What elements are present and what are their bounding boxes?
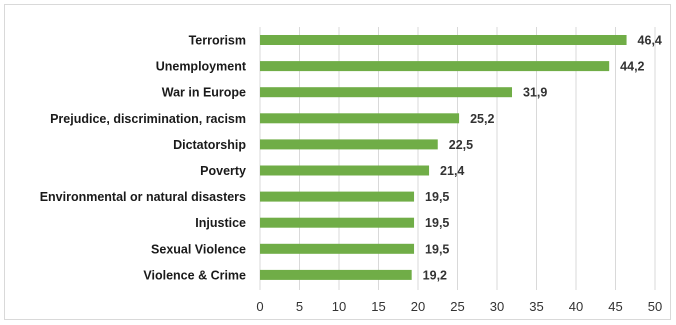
category-label: Dictatorship bbox=[173, 138, 246, 152]
data-label: 21,4 bbox=[440, 164, 464, 178]
x-tick-label: 40 bbox=[569, 299, 583, 314]
data-label: 44,2 bbox=[620, 60, 644, 74]
data-label: 22,5 bbox=[449, 138, 473, 152]
data-label: 19,2 bbox=[423, 268, 447, 282]
category-label: Unemployment bbox=[156, 60, 247, 74]
data-label: 25,2 bbox=[470, 112, 494, 126]
x-tick-label: 45 bbox=[608, 299, 622, 314]
x-tick-label: 25 bbox=[450, 299, 464, 314]
category-label: Violence & Crime bbox=[143, 268, 246, 282]
bar bbox=[260, 217, 415, 228]
bar bbox=[260, 165, 430, 176]
category-label: Prejudice, discrimination, racism bbox=[50, 112, 246, 126]
x-tick-label: 35 bbox=[529, 299, 543, 314]
bar bbox=[260, 191, 415, 202]
x-tick-label: 0 bbox=[256, 299, 263, 314]
bar bbox=[260, 113, 460, 124]
bar bbox=[260, 35, 627, 45]
x-tick-label: 50 bbox=[648, 299, 662, 314]
x-tick-label: 10 bbox=[332, 299, 346, 314]
chart-frame bbox=[4, 4, 671, 320]
category-label: War in Europe bbox=[162, 86, 246, 100]
x-tick-label: 20 bbox=[411, 299, 425, 314]
category-label: Poverty bbox=[200, 164, 246, 178]
category-label: Sexual Violence bbox=[151, 242, 246, 256]
category-label: Terrorism bbox=[189, 34, 246, 48]
bar bbox=[260, 61, 610, 72]
x-tick-label: 30 bbox=[490, 299, 504, 314]
x-tick-label: 15 bbox=[371, 299, 385, 314]
data-label: 19,5 bbox=[425, 216, 449, 230]
data-label: 46,4 bbox=[638, 34, 662, 48]
data-label: 31,9 bbox=[523, 86, 547, 100]
bar bbox=[260, 269, 412, 280]
data-label: 19,5 bbox=[425, 190, 449, 204]
x-tick-label: 5 bbox=[296, 299, 303, 314]
bar bbox=[260, 87, 513, 98]
category-label: Environmental or natural disasters bbox=[40, 190, 246, 204]
bar bbox=[260, 243, 415, 254]
category-label: Injustice bbox=[195, 216, 246, 230]
bar bbox=[260, 139, 438, 150]
data-label: 19,5 bbox=[425, 242, 449, 256]
